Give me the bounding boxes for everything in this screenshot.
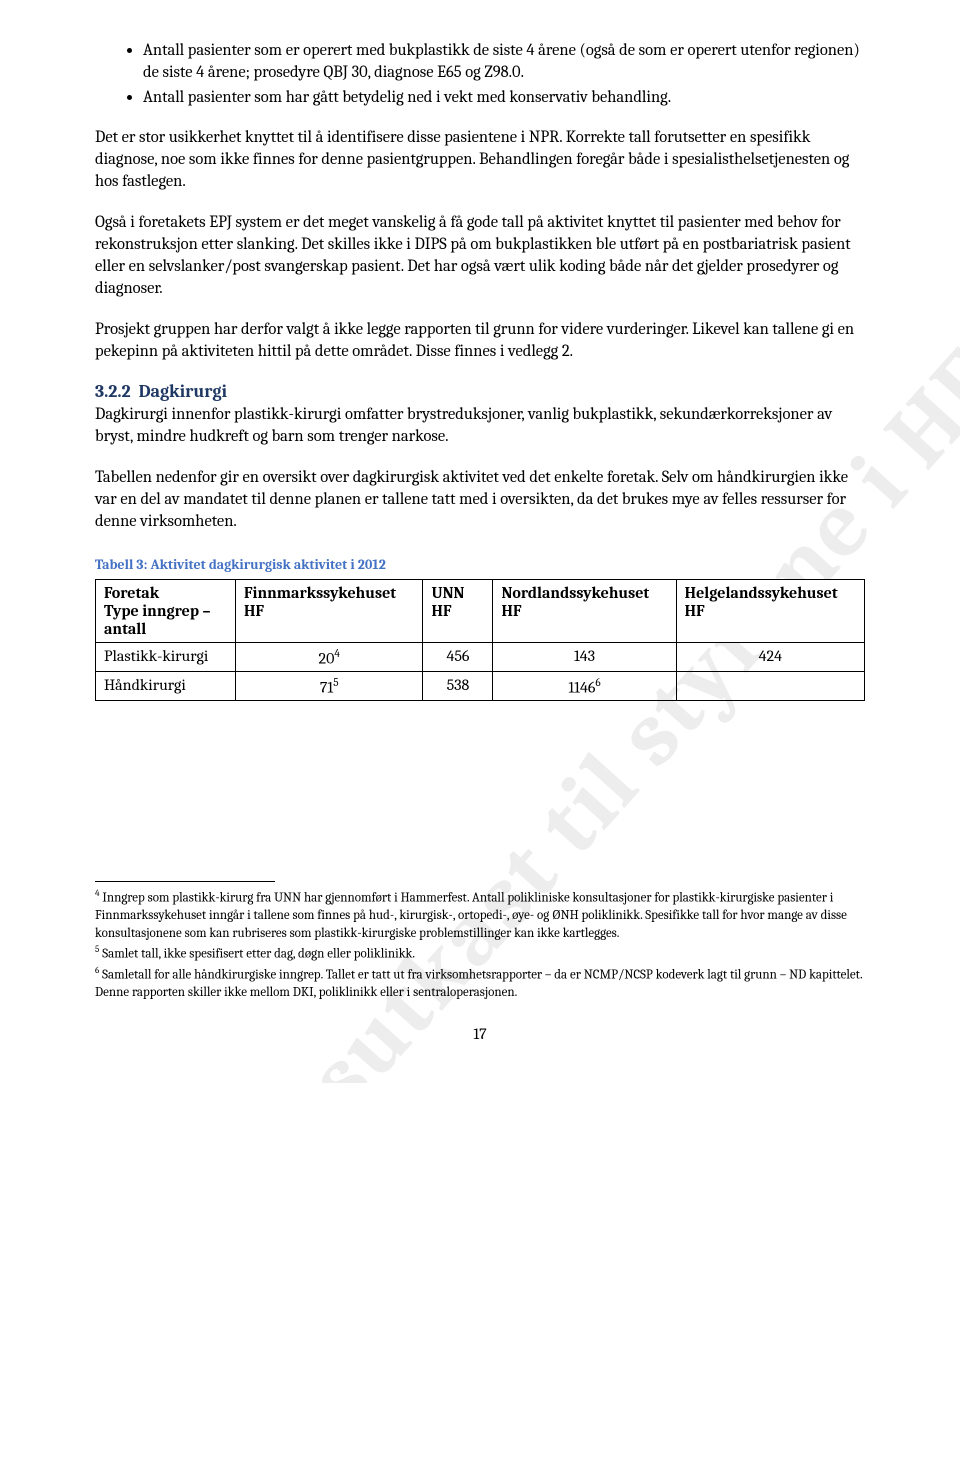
- table-cell: 11466: [493, 671, 676, 700]
- section-heading: 3.2.2 Dagkirurgi: [95, 381, 865, 402]
- paragraph: Også i foretakets EPJ system er det mege…: [95, 212, 865, 301]
- table-header-row: Foretak Type inngrep – antall Finnmarkss…: [96, 579, 865, 642]
- table-cell: [676, 671, 864, 700]
- footnote-separator: [95, 881, 275, 882]
- paragraph: Prosjekt gruppen har derfor valgt å ikke…: [95, 319, 865, 364]
- table-cell-label: Håndkirurgi: [96, 671, 236, 700]
- bullet-item: Antall pasienter som har gått betydelig …: [143, 87, 865, 109]
- paragraph: Det er stor usikkerhet knyttet til å ide…: [95, 127, 865, 194]
- paragraph: Tabellen nedenfor gir en oversikt over d…: [95, 467, 865, 534]
- footnote: 6 Samletall for alle håndkirurgiske inng…: [95, 965, 865, 1001]
- table-cell: 424: [676, 642, 864, 671]
- bullet-list: Antall pasienter som er operert med bukp…: [95, 40, 865, 109]
- table-row: Håndkirurgi 715 538 11466: [96, 671, 865, 700]
- table-row: Plastikk-kirurgi 204 456 143 424: [96, 642, 865, 671]
- table-cell: 715: [236, 671, 423, 700]
- table-header-cell: UNN HF: [423, 579, 493, 642]
- table-caption: Tabell 3: Aktivitet dagkirurgisk aktivit…: [95, 556, 865, 573]
- table-cell: 456: [423, 642, 493, 671]
- section-number: 3.2.2: [95, 381, 131, 402]
- table-header-cell: Helgelandssykehuset HF: [676, 579, 864, 642]
- table-cell: 143: [493, 642, 676, 671]
- section-title: Dagkirurgi: [139, 381, 227, 402]
- table-cell: 538: [423, 671, 493, 700]
- footnote: 5 Samlet tall, ikke spesifisert etter da…: [95, 944, 865, 963]
- paragraph: Dagkirurgi innenfor plastikk-kirurgi omf…: [95, 404, 865, 449]
- page-number: 17: [95, 1025, 865, 1043]
- footnotes: 4 Inngrep som plastikk-kirurg fra UNN ha…: [95, 888, 865, 1001]
- bullet-item: Antall pasienter som er operert med bukp…: [143, 40, 865, 85]
- table-header-cell: Nordlandssykehuset HF: [493, 579, 676, 642]
- table-header-cell: Finnmarkssykehuset HF: [236, 579, 423, 642]
- table-cell: 204: [236, 642, 423, 671]
- table-cell-label: Plastikk-kirurgi: [96, 642, 236, 671]
- activity-table: Foretak Type inngrep – antall Finnmarkss…: [95, 579, 865, 702]
- footnote: 4 Inngrep som plastikk-kirurg fra UNN ha…: [95, 888, 865, 942]
- table-header-cell: Foretak Type inngrep – antall: [96, 579, 236, 642]
